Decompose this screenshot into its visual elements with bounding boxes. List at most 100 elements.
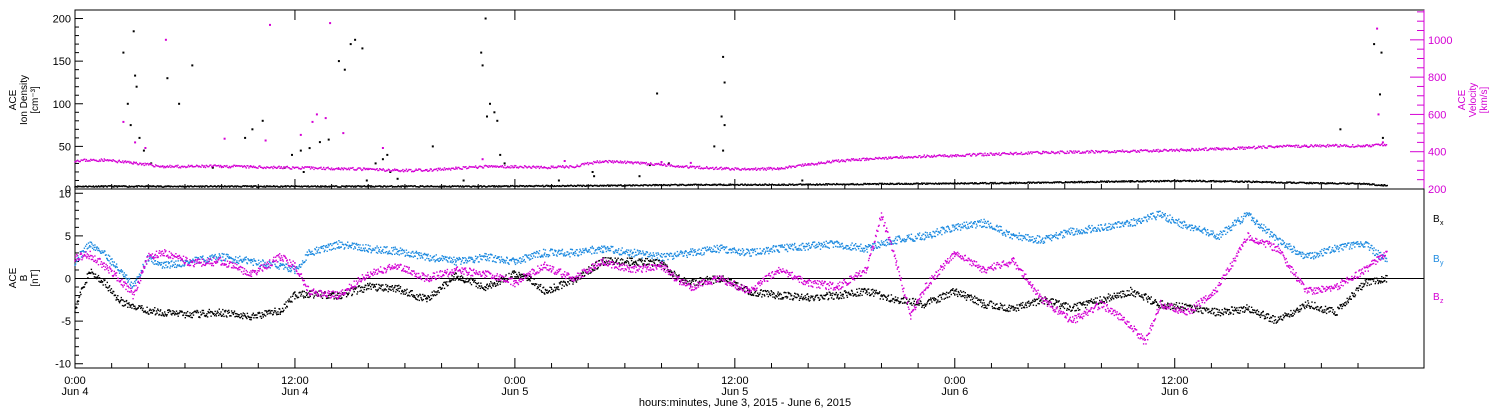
data-point: [501, 166, 502, 167]
data-point: [372, 248, 373, 249]
data-point: [187, 261, 188, 262]
data-point: [112, 261, 113, 262]
data-point: [610, 250, 611, 251]
data-point: [879, 247, 880, 248]
data-point: [104, 251, 105, 252]
data-point: [127, 279, 128, 280]
data-point: [1081, 153, 1082, 154]
data-point: [253, 166, 254, 167]
data-point: [731, 249, 732, 250]
data-point: [383, 169, 384, 170]
data-point: [583, 252, 584, 253]
data-point: [1243, 149, 1244, 150]
data-point: [671, 256, 672, 257]
data-point: [765, 168, 766, 169]
data-point: [431, 169, 432, 170]
data-point: [626, 251, 627, 252]
data-point: [1213, 180, 1214, 181]
data-point: [1257, 147, 1258, 148]
data-point: [668, 254, 669, 255]
data-point: [842, 243, 843, 244]
data-point: [232, 258, 233, 259]
data-point: [139, 274, 140, 275]
data-point: [287, 267, 288, 268]
data-point: [904, 241, 905, 242]
data-point: [502, 261, 503, 262]
data-point: [128, 280, 129, 281]
data-point: [510, 167, 511, 168]
data-point: [374, 249, 375, 250]
data-point: [731, 252, 732, 253]
data-point: [638, 254, 639, 255]
data-point: [908, 234, 909, 235]
data-point: [574, 255, 575, 256]
data-point: [167, 266, 168, 267]
data-point: [593, 175, 595, 177]
data-point: [89, 160, 90, 161]
data-point: [91, 242, 92, 243]
data-point: [285, 185, 286, 186]
data-point: [156, 263, 157, 264]
data-point: [906, 239, 907, 240]
data-point: [514, 167, 515, 168]
data-point: [622, 247, 623, 248]
data-point: [93, 249, 94, 250]
data-point: [863, 251, 864, 252]
data-point: [1192, 148, 1193, 149]
data-point: [210, 164, 211, 165]
data-point: [245, 166, 246, 167]
data-point: [1122, 149, 1123, 150]
data-point: [1058, 151, 1059, 152]
data-point: [867, 251, 868, 252]
data-point: [259, 165, 260, 166]
data-point: [445, 257, 446, 258]
data-point: [405, 255, 406, 256]
data-point: [228, 167, 229, 168]
data-point: [319, 141, 321, 143]
data-point: [1382, 137, 1384, 139]
data-point: [316, 247, 317, 248]
data-point: [539, 250, 540, 251]
data-point: [861, 160, 862, 161]
data-point: [255, 260, 256, 261]
data-point: [447, 261, 448, 262]
data-point: [231, 258, 232, 259]
data-point: [358, 244, 359, 245]
data-point: [860, 250, 861, 251]
data-point: [708, 248, 709, 249]
data-point: [712, 167, 713, 168]
data-point: [114, 265, 115, 266]
data-point: [812, 244, 813, 245]
data-point: [258, 260, 259, 261]
data-point: [278, 267, 279, 268]
data-point: [634, 249, 635, 250]
data-point: [568, 167, 569, 168]
data-point: [617, 252, 618, 253]
data-point: [481, 185, 482, 186]
data-point: [124, 272, 125, 273]
data-point: [437, 170, 438, 171]
data-point: [921, 235, 922, 236]
data-point: [703, 254, 704, 255]
data-point: [1383, 185, 1384, 186]
data-point: [272, 168, 273, 169]
data-point: [699, 166, 700, 167]
data-point: [605, 248, 606, 249]
data-point: [646, 162, 647, 163]
data-point: [732, 248, 733, 249]
data-point: [654, 256, 655, 257]
data-point: [361, 47, 363, 49]
data-point: [779, 251, 780, 252]
data-point: [850, 249, 851, 250]
data-point: [485, 256, 486, 257]
data-point: [329, 22, 331, 24]
data-point: [251, 259, 252, 260]
data-point: [840, 246, 841, 247]
data-point: [688, 252, 689, 253]
data-point: [382, 147, 384, 149]
data-point: [528, 258, 529, 259]
data-point: [113, 265, 114, 266]
data-point: [347, 242, 348, 243]
data-point: [419, 255, 420, 256]
data-point: [543, 249, 544, 250]
